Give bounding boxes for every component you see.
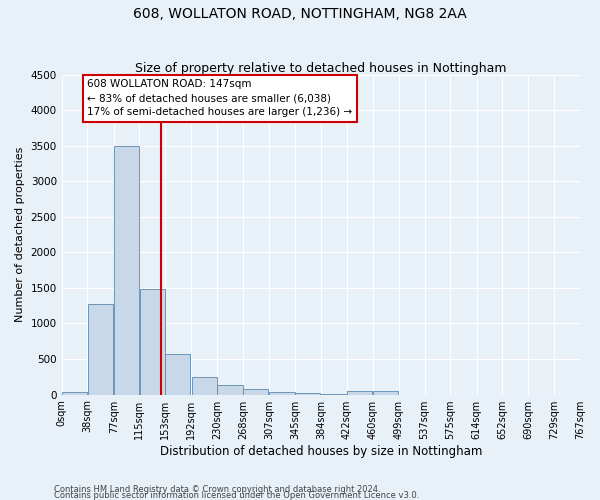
Bar [62, 392, 87, 394]
Bar [166, 354, 190, 395]
Text: Contains HM Land Registry data © Crown copyright and database right 2024.: Contains HM Land Registry data © Crown c… [54, 485, 380, 494]
Bar [243, 388, 268, 394]
Bar [88, 304, 113, 394]
Bar [373, 391, 398, 394]
Y-axis label: Number of detached properties: Number of detached properties [15, 147, 25, 322]
X-axis label: Distribution of detached houses by size in Nottingham: Distribution of detached houses by size … [160, 444, 482, 458]
Bar [347, 391, 372, 394]
Bar [295, 393, 320, 394]
Text: 608, WOLLATON ROAD, NOTTINGHAM, NG8 2AA: 608, WOLLATON ROAD, NOTTINGHAM, NG8 2AA [133, 8, 467, 22]
Title: Size of property relative to detached houses in Nottingham: Size of property relative to detached ho… [135, 62, 506, 74]
Bar [114, 146, 139, 394]
Bar [269, 392, 295, 394]
Bar [140, 290, 165, 395]
Text: 608 WOLLATON ROAD: 147sqm
← 83% of detached houses are smaller (6,038)
17% of se: 608 WOLLATON ROAD: 147sqm ← 83% of detac… [88, 80, 352, 118]
Bar [191, 377, 217, 394]
Text: Contains public sector information licensed under the Open Government Licence v3: Contains public sector information licen… [54, 490, 419, 500]
Bar [217, 384, 242, 394]
